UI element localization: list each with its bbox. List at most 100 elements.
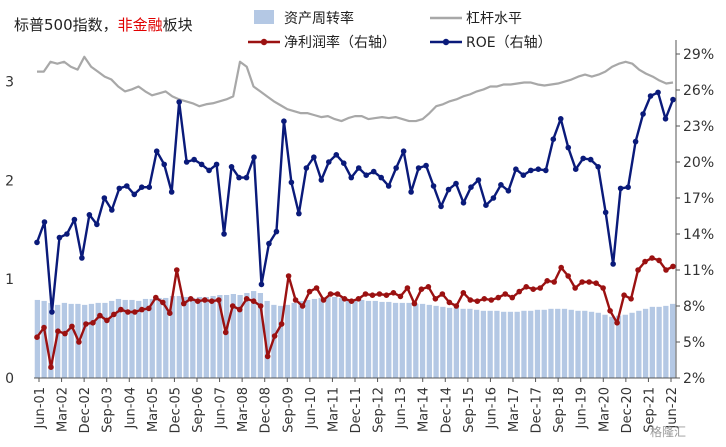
turnover-bar (142, 298, 149, 378)
net_margin-point (537, 285, 544, 291)
roe-point (198, 161, 205, 168)
x-tick-label: Sep-06 (191, 387, 206, 433)
x-tick-label: Dec-08 (259, 387, 274, 433)
net_margin-point (516, 288, 523, 295)
turnover-bar (629, 312, 635, 378)
roe-point (528, 167, 534, 174)
turnover-bar (548, 308, 554, 378)
x-tick-label: Mar-20 (597, 387, 612, 432)
turnover-bar (149, 298, 155, 378)
legend-item-roe: ROE（右轴） (430, 35, 552, 51)
x-tick-label: Mar-02 (56, 387, 71, 432)
turnover-bar (656, 306, 662, 378)
roe-point (288, 179, 295, 186)
net_margin-point (83, 321, 89, 327)
roe-point (370, 168, 377, 175)
turnover-bar (163, 297, 169, 378)
turnover-bar (61, 302, 68, 378)
net_margin-point (118, 306, 124, 313)
net_margin-point (264, 353, 271, 360)
x-tick-label: Sep-15 (462, 387, 477, 433)
net_margin-point (656, 257, 662, 264)
net_margin-point (243, 296, 250, 302)
roe-point (131, 191, 138, 198)
roe-point (94, 221, 100, 228)
x-tick-label: Mar-11 (326, 387, 341, 432)
net_margin-point (432, 296, 439, 302)
turnover-bar (237, 294, 243, 378)
net_margin-point (271, 333, 278, 339)
x-tick-label: Mar-14 (417, 387, 432, 432)
turnover-bar (251, 291, 257, 378)
turnover-bar (372, 300, 378, 378)
roe-point (415, 165, 422, 171)
roe-point (385, 183, 392, 189)
x-tick-label: Sep-12 (372, 387, 387, 433)
y-right-tick-label: 14% (683, 227, 714, 243)
roe-point (71, 216, 78, 223)
turnover-bar (203, 296, 209, 378)
turnover-bar (636, 310, 642, 378)
y-right-tick-label: 2% (683, 371, 705, 387)
net_margin-point (285, 273, 292, 279)
net_margin-point (41, 324, 47, 331)
net_margin-point (362, 291, 369, 297)
roe-point (400, 148, 407, 154)
net_margin-point (509, 294, 516, 301)
net_margin-point (194, 298, 201, 305)
leverage-line (37, 55, 674, 123)
net_margin-point (551, 279, 557, 285)
turnover-bar (48, 302, 54, 378)
turnover-bar (345, 298, 351, 378)
turnover-bar (480, 310, 487, 378)
net_margin-point (635, 267, 641, 273)
turnover-bar (223, 294, 230, 378)
roe-point (468, 184, 474, 190)
x-tick-label: Jun-07 (214, 387, 229, 430)
turnover-bar (102, 302, 108, 378)
watermark: 格隆汇 (650, 424, 686, 439)
roe-point (572, 166, 579, 172)
x-tick-label: Jun-22 (665, 387, 680, 430)
turnover-bar (196, 296, 203, 378)
turnover-bar (440, 306, 446, 378)
turnover-bar (41, 300, 47, 378)
turnover-bar (264, 300, 270, 378)
x-tick-label: Mar-05 (146, 387, 161, 432)
turnover-bar (534, 309, 541, 378)
turnover-bar (615, 315, 622, 378)
net_margin-point (607, 308, 613, 314)
y-left-tick-label: 1 (5, 272, 14, 288)
roe-point (647, 93, 654, 99)
net_margin-point (34, 334, 40, 341)
turnover-bar (68, 303, 74, 378)
turnover-bar (156, 297, 162, 378)
turnover-bar (413, 303, 419, 378)
roe-point (206, 167, 212, 174)
turnover-bar (602, 314, 608, 378)
y-left-tick-label: 0 (5, 371, 14, 387)
y-right-tick-label: 11% (683, 263, 714, 279)
roe-point (296, 210, 302, 217)
net_margin-point (173, 267, 180, 273)
roe-point (453, 180, 459, 187)
roe-point (587, 156, 594, 163)
roe-point (490, 195, 497, 201)
roe-point (191, 156, 197, 163)
roe-point (513, 166, 519, 172)
roe-line (35, 91, 675, 314)
turnover-bar (521, 310, 527, 378)
net_margin-point (663, 267, 669, 273)
roe-point (602, 209, 609, 216)
roe-point (662, 116, 669, 122)
roe-point (565, 144, 572, 151)
roe-point (617, 185, 624, 192)
title-highlight: 非金融 (118, 16, 163, 34)
turnover-bar (284, 304, 291, 378)
roe-point (595, 164, 601, 170)
turnover-bar (541, 309, 547, 378)
x-tick-label: Dec-14 (439, 387, 454, 433)
net_margin-point (104, 317, 110, 324)
roe-point (123, 183, 130, 189)
net_margin-point (348, 298, 355, 305)
